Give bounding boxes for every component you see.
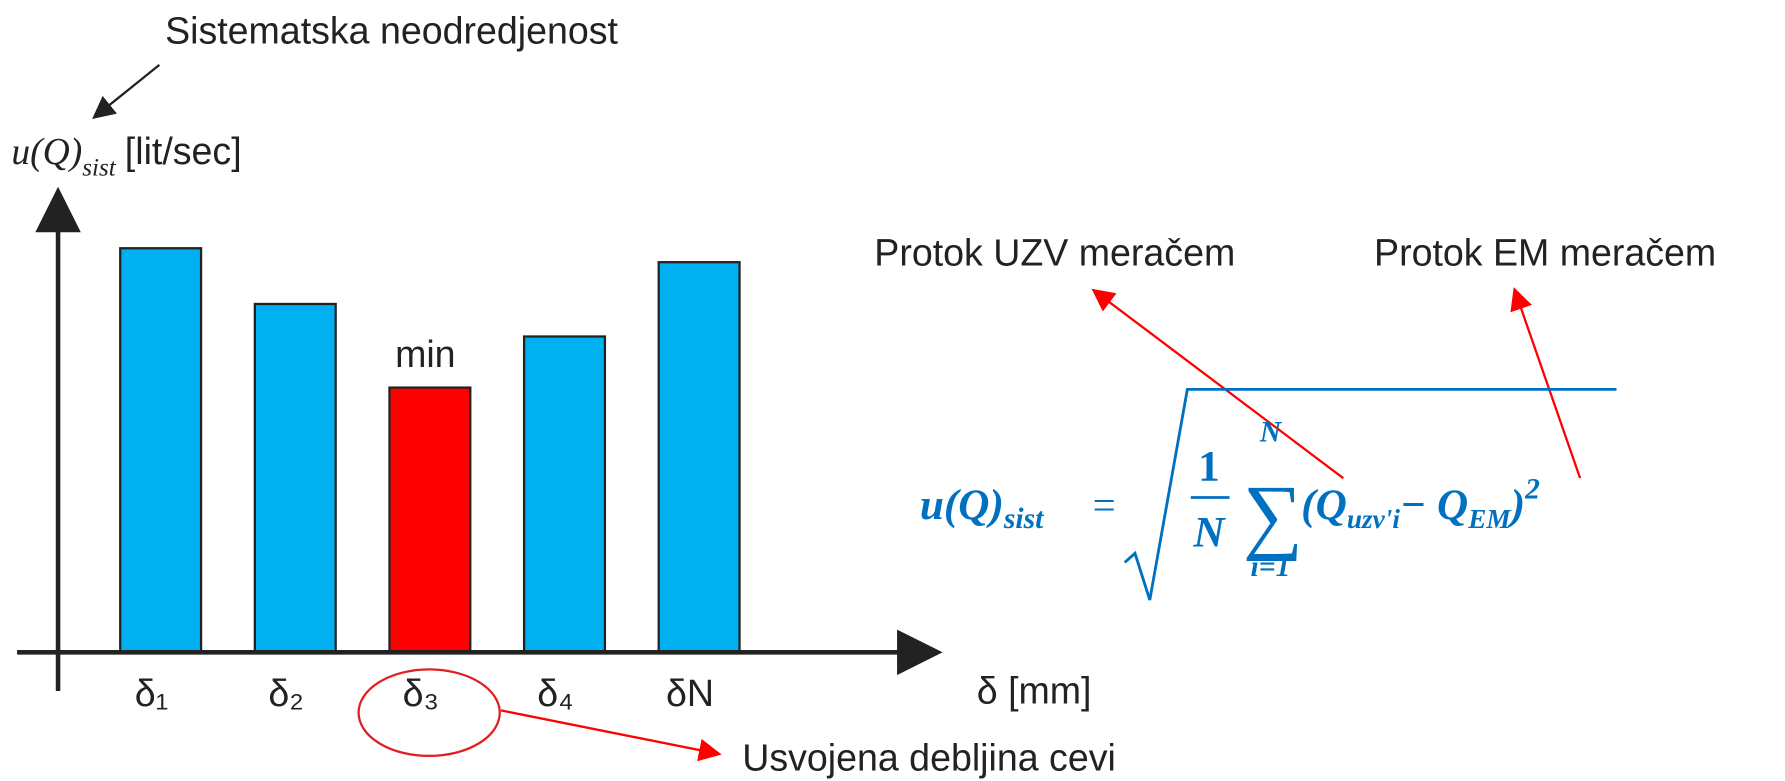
- lhs-symbol: u(Q): [920, 481, 1004, 529]
- annotation-title: Sistematska neodredjenost: [165, 9, 618, 51]
- x-tick-label: δ₁: [135, 672, 169, 714]
- y-label: u(Q)sist [lit/sec]: [11, 130, 241, 181]
- q2-sub: EM: [1467, 504, 1512, 534]
- sum-sign: ∑: [1243, 469, 1303, 562]
- equals: =: [1093, 482, 1116, 528]
- x-tick-label: δN: [666, 672, 714, 714]
- close: ): [1507, 481, 1525, 529]
- q2: − Q: [1400, 481, 1468, 529]
- bar: [522, 335, 607, 654]
- bar: [119, 247, 203, 654]
- em-arrow: [1510, 287, 1582, 479]
- bar: [388, 386, 472, 654]
- min-label: min: [395, 333, 456, 375]
- x-tick-label: δ₂: [268, 672, 303, 714]
- formula: u(Q)sist = 1 N ∑ N i=1 (Quzv'i− QEM)2: [920, 387, 1617, 601]
- q1-sub: uzv'i: [1347, 504, 1401, 534]
- sum-lower: i=1: [1251, 551, 1291, 583]
- x-tick-label: δ₃: [403, 672, 439, 714]
- power: 2: [1524, 474, 1540, 506]
- em-label: Protok EM meračem: [1374, 231, 1716, 273]
- selection-ellipse: [357, 668, 501, 758]
- y-subscript: sist: [82, 154, 116, 181]
- selection-label: Usvojena debljina cevi: [742, 737, 1116, 779]
- q1: (Q: [1301, 481, 1347, 529]
- uzv-label: Protok UZV meračem: [874, 231, 1235, 273]
- bar: [657, 261, 741, 654]
- summand: (Quzv'i− QEM)2: [1301, 474, 1540, 535]
- sum-upper: N: [1259, 417, 1283, 449]
- y-symbol: u(Q): [11, 132, 82, 173]
- x-tick-label: δ₄: [537, 672, 573, 714]
- uzv-arrow: [1091, 288, 1344, 480]
- numerator: 1: [1198, 442, 1220, 490]
- selection-arrow: [500, 709, 722, 762]
- y-unit: [lit/sec]: [125, 130, 242, 172]
- x-label: δ [mm]: [977, 670, 1092, 712]
- lhs-sub: sist: [1003, 503, 1044, 535]
- pointer-arrow: [92, 64, 161, 119]
- lhs: u(Q)sist: [920, 481, 1044, 535]
- sqrt: [1123, 387, 1617, 601]
- denominator: N: [1192, 508, 1226, 556]
- bar: [253, 302, 337, 654]
